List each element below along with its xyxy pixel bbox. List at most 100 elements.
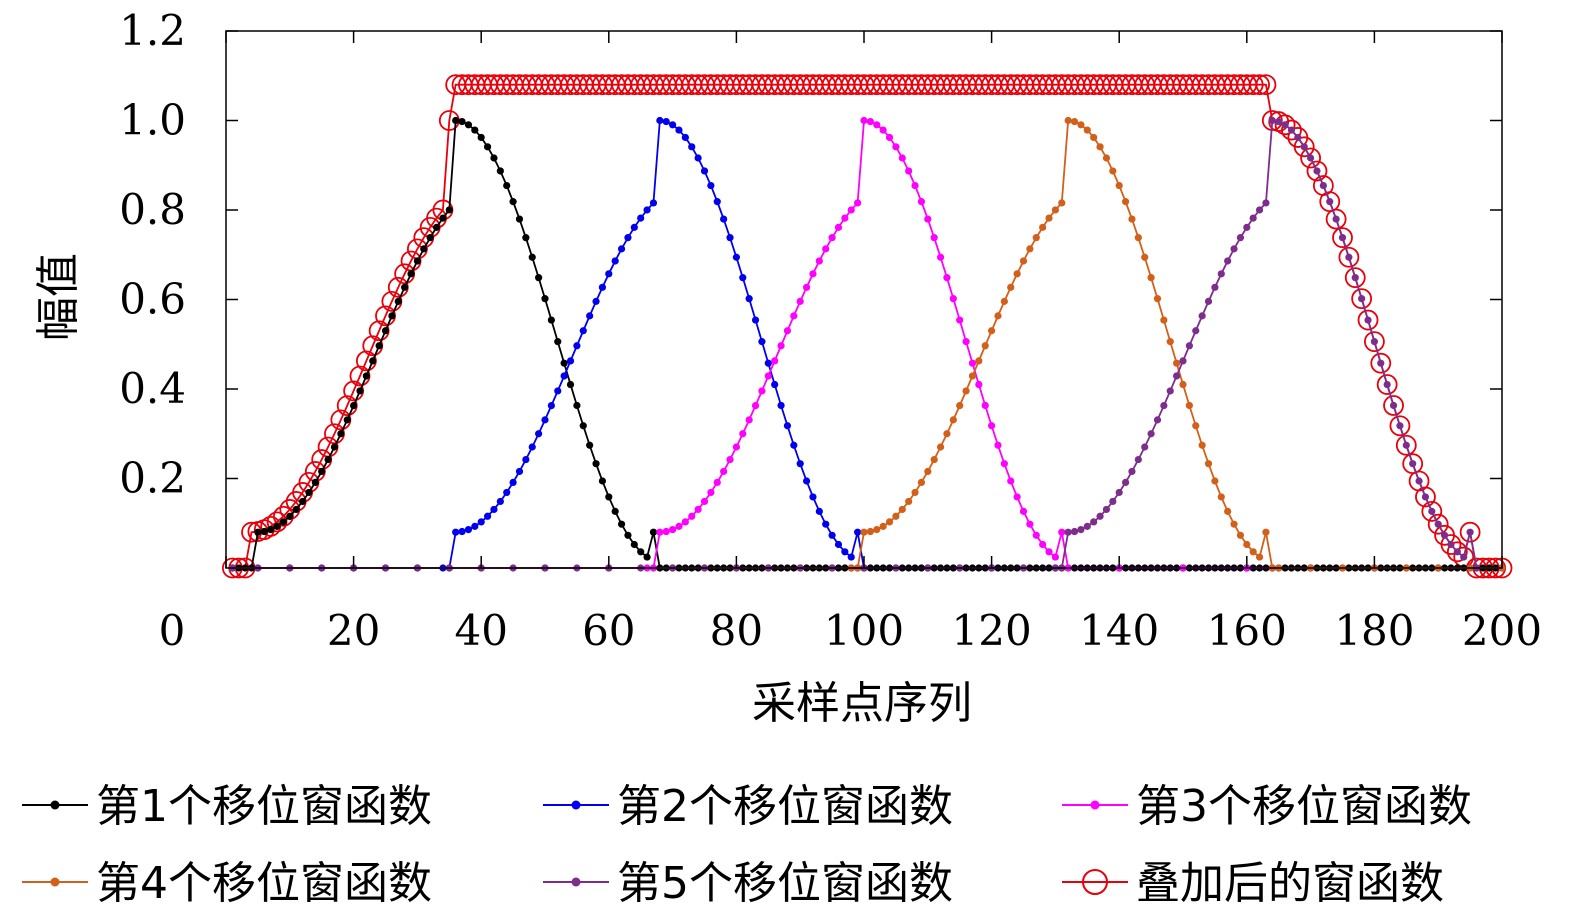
series-point (586, 441, 594, 449)
series-point (956, 316, 964, 324)
series-point (522, 455, 530, 464)
series-point (586, 312, 594, 320)
series-point (1096, 512, 1104, 520)
series-point (1026, 245, 1034, 253)
series-point (566, 357, 575, 365)
series-point (764, 372, 772, 380)
series-point (1230, 520, 1238, 528)
series-point (1409, 460, 1417, 468)
series-point (611, 507, 619, 515)
series-point (1249, 548, 1257, 556)
axes-frame (225, 30, 1503, 569)
series-point (975, 357, 983, 365)
series-point (777, 342, 785, 350)
series-point (579, 422, 587, 430)
series-point (1307, 154, 1315, 162)
series-point (681, 518, 689, 526)
series-point (885, 133, 894, 142)
series-point (1141, 253, 1149, 261)
series-point (1166, 338, 1174, 346)
series-point (962, 338, 970, 346)
series-point (1351, 274, 1359, 282)
y-tick-label: 1.0 (119, 96, 186, 145)
legend-swatch-marker (1082, 869, 1108, 895)
series-point (1255, 74, 1277, 96)
series-point (1102, 154, 1111, 162)
series-point (828, 531, 836, 539)
series-point (1121, 198, 1130, 206)
series-point (936, 443, 945, 451)
series-point (675, 522, 683, 530)
series-point (407, 270, 415, 278)
series-point (700, 497, 709, 506)
series-point (573, 342, 581, 350)
series-point (1389, 415, 1411, 437)
series-point (649, 199, 658, 207)
series-point (739, 274, 747, 282)
series-point (515, 215, 524, 223)
series-point (1376, 374, 1398, 395)
x-tick-label: 160 (1207, 606, 1287, 655)
series-point (369, 357, 377, 365)
series-point (924, 467, 932, 476)
series-point (822, 520, 830, 528)
y-tick-label: 0.2 (119, 454, 186, 503)
series-point (943, 274, 951, 282)
legend-label: 第3个移位窗函数 (1136, 781, 1472, 832)
series-point (1344, 267, 1366, 289)
series-point (490, 505, 498, 514)
series-point (1179, 380, 1187, 389)
series-point (758, 338, 766, 346)
series-point (815, 507, 823, 515)
legend-label: 第5个移位窗函数 (617, 858, 953, 909)
series-point (1128, 467, 1136, 476)
series-point (260, 527, 268, 536)
series-point (1293, 136, 1315, 158)
series-point (936, 253, 945, 261)
series-point (1083, 522, 1091, 530)
series-point (1306, 160, 1328, 182)
series-point (330, 443, 339, 451)
series-point (1262, 528, 1270, 536)
series-point (1058, 199, 1066, 207)
series-point (286, 512, 294, 520)
series-point (617, 520, 626, 528)
series-point (535, 430, 543, 438)
series-point (1198, 312, 1206, 320)
series-point (994, 441, 1002, 449)
series-point (522, 234, 530, 242)
x-tick-label: 100 (824, 606, 904, 655)
series-point (847, 553, 855, 561)
y-axis-ticks: 0.2 0.4 0.6 0.8 1.0 1.2 (119, 6, 1502, 503)
plot-frame (225, 30, 1503, 569)
series-point (1364, 331, 1385, 353)
series-point (305, 488, 313, 497)
series-point (1153, 295, 1162, 303)
series-point (643, 206, 651, 214)
series-line (232, 119, 1502, 569)
series-point (726, 234, 734, 242)
series-point (1383, 380, 1391, 389)
series-point (1045, 214, 1053, 222)
series-point (1166, 387, 1174, 395)
series-point (1332, 227, 1353, 249)
series-point (1026, 520, 1034, 528)
series-point (464, 526, 473, 534)
series-point (318, 467, 326, 476)
series-point (1141, 443, 1149, 451)
series-point (988, 422, 996, 430)
series-point (720, 215, 728, 223)
series-point (1357, 309, 1379, 331)
series-point (866, 527, 874, 536)
series-point (1051, 206, 1059, 214)
series-point (751, 402, 760, 410)
series-point (1153, 416, 1162, 424)
series-point (439, 214, 447, 222)
series-point (1032, 531, 1040, 539)
series-point (1077, 526, 1085, 534)
series-point (1211, 477, 1219, 485)
series-point (1255, 206, 1264, 214)
series-point (1128, 215, 1136, 223)
series-6 (221, 74, 1513, 579)
series-point (617, 245, 626, 253)
